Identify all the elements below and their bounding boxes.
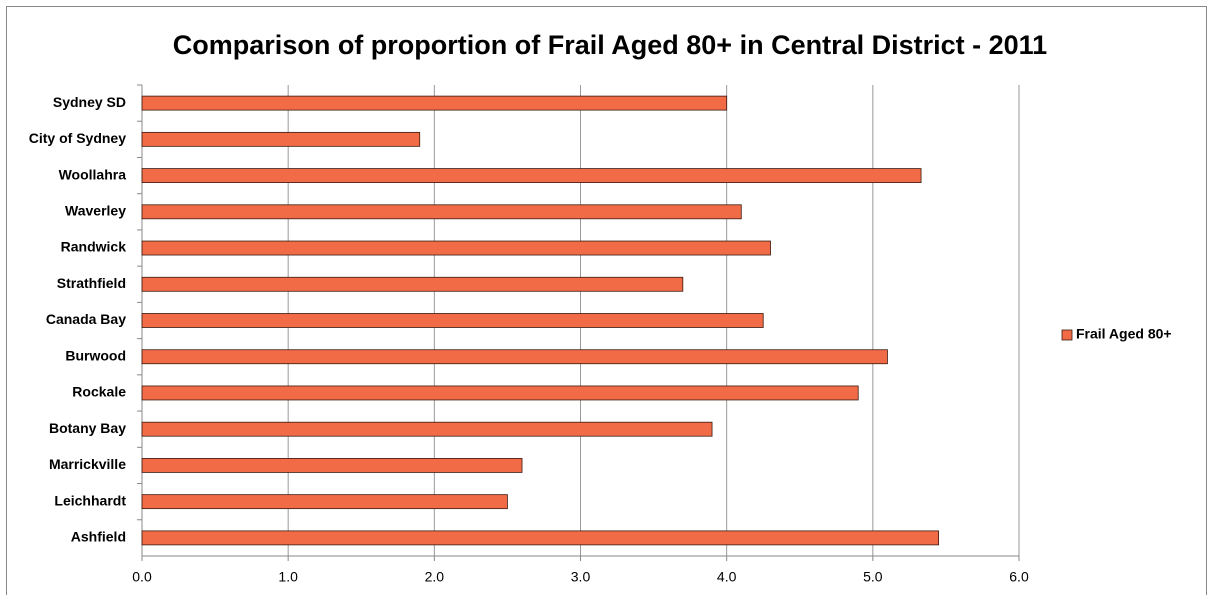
bar <box>141 349 888 365</box>
bar <box>141 95 728 111</box>
y-tick-label: Canada Bay <box>46 311 126 327</box>
bar <box>141 204 742 220</box>
chart-title: Comparison of proportion of Frail Aged 8… <box>173 30 1047 60</box>
bar <box>141 530 940 546</box>
bar <box>141 385 859 401</box>
bar <box>141 276 684 292</box>
legend-label: Frail Aged 80+ <box>1076 326 1172 342</box>
y-tick-label: City of Sydney <box>29 130 126 146</box>
bar <box>141 168 922 183</box>
y-tick-label: Ashfield <box>71 529 126 545</box>
x-tick-label: 6.0 <box>1009 569 1029 585</box>
bar <box>141 240 771 256</box>
x-tick-label: 5.0 <box>863 569 883 585</box>
y-tick-label: Marrickville <box>49 456 126 472</box>
y-tick-label: Strathfield <box>57 275 126 291</box>
x-tick-label: 1.0 <box>278 569 298 585</box>
x-tick-label: 2.0 <box>425 569 445 585</box>
y-tick-label: Waverley <box>65 203 126 219</box>
x-tick-label: 3.0 <box>571 569 591 585</box>
y-tick-label: Randwick <box>61 239 127 255</box>
bar <box>141 313 764 328</box>
bar <box>141 131 421 147</box>
y-tick-label: Rockale <box>72 384 126 400</box>
bar <box>141 421 713 437</box>
x-tick-label: 0.0 <box>132 569 152 585</box>
y-tick-label: Botany Bay <box>49 420 126 436</box>
y-tick-label: Burwood <box>65 347 126 363</box>
y-tick-label: Leichhardt <box>54 492 126 508</box>
bar <box>141 494 508 510</box>
bar <box>141 458 523 473</box>
y-tick-label: Woollahra <box>59 166 127 182</box>
y-tick-label: Sydney SD <box>53 94 126 110</box>
legend-swatch <box>1061 329 1073 341</box>
x-tick-label: 4.0 <box>717 569 737 585</box>
